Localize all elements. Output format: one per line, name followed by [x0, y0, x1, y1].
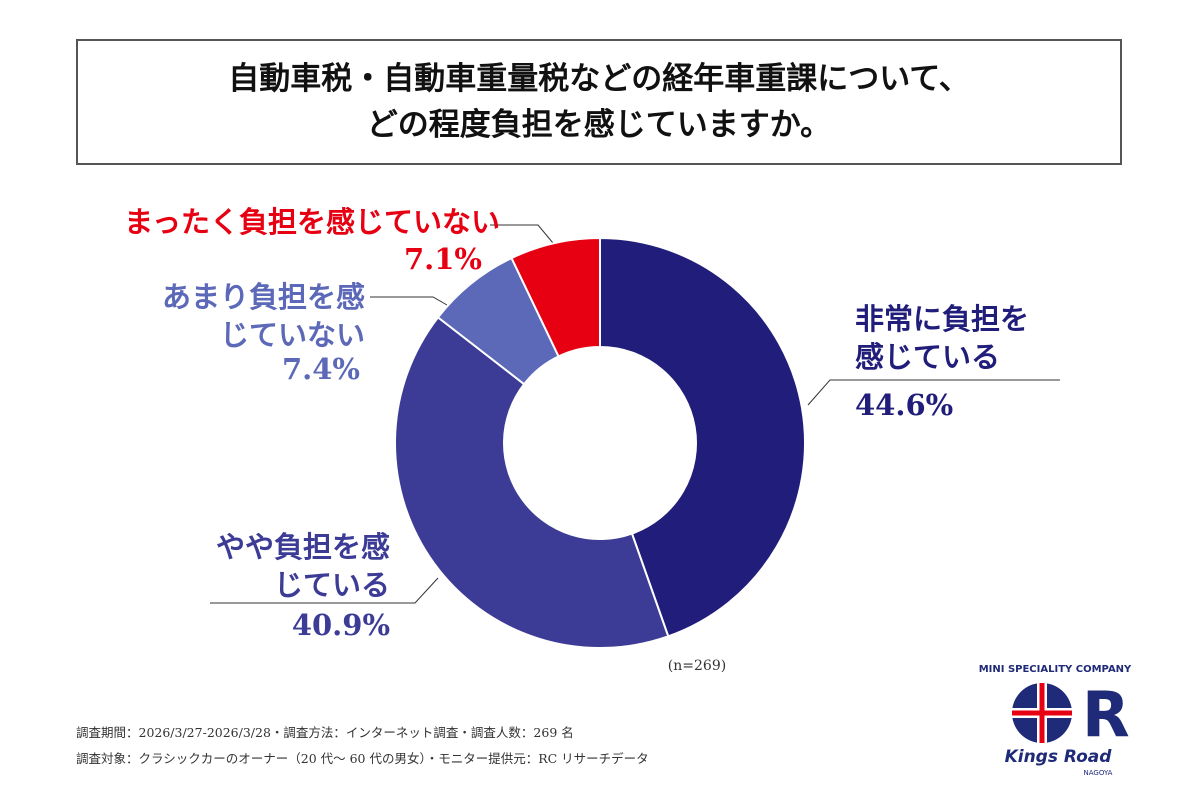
- logo-city: NAGOYA: [1084, 769, 1113, 777]
- category-label: あまり負担を感じていない: [161, 280, 365, 352]
- category-label: やや負担を感じている: [215, 530, 390, 602]
- value-label: 7.4%: [281, 352, 360, 386]
- logo-tagline: MINI SPECIALITY COMPANY: [979, 664, 1132, 675]
- leader-line: [370, 296, 448, 306]
- footnote: 調査期間：2026/3/27-2026/3/28・調査方法：インターネット調査・…: [76, 725, 574, 740]
- logo-letter: R: [1082, 678, 1130, 751]
- donut-slice: [510, 236, 601, 358]
- category-label: まったく負担を感じていない: [124, 205, 500, 239]
- category-label: 非常に負担を感じている: [855, 302, 1030, 374]
- leader-line: [807, 379, 1060, 406]
- logo-cross: [1012, 683, 1072, 743]
- title-box: 自動車税・自動車重量税などの経年車重課について、 どの程度負担を感じていますか。: [76, 39, 1122, 165]
- footnote: 調査対象：クラシックカーのオーナー（20 代～ 60 代の男女）・モニター提供元…: [76, 751, 649, 766]
- leader-line: [490, 224, 554, 244]
- title-line: どの程度負担を感じていますか。: [366, 107, 832, 143]
- value-label: 7.1%: [403, 242, 482, 276]
- donut-slice: [599, 236, 806, 638]
- donut-slice: [394, 315, 670, 649]
- leader-lines: [210, 224, 1060, 604]
- title-line: 自動車税・自動車重量税などの経年車重課について、: [228, 61, 970, 97]
- sample-note: (n=269): [668, 658, 726, 674]
- leader-line: [210, 577, 439, 604]
- value-label: 44.6%: [855, 388, 954, 422]
- value-label: 40.9%: [291, 608, 390, 642]
- logo-name: Kings Road: [1005, 747, 1113, 767]
- logo: R MINI SPECIALITY COMPANY Kings Road NAG…: [979, 664, 1132, 777]
